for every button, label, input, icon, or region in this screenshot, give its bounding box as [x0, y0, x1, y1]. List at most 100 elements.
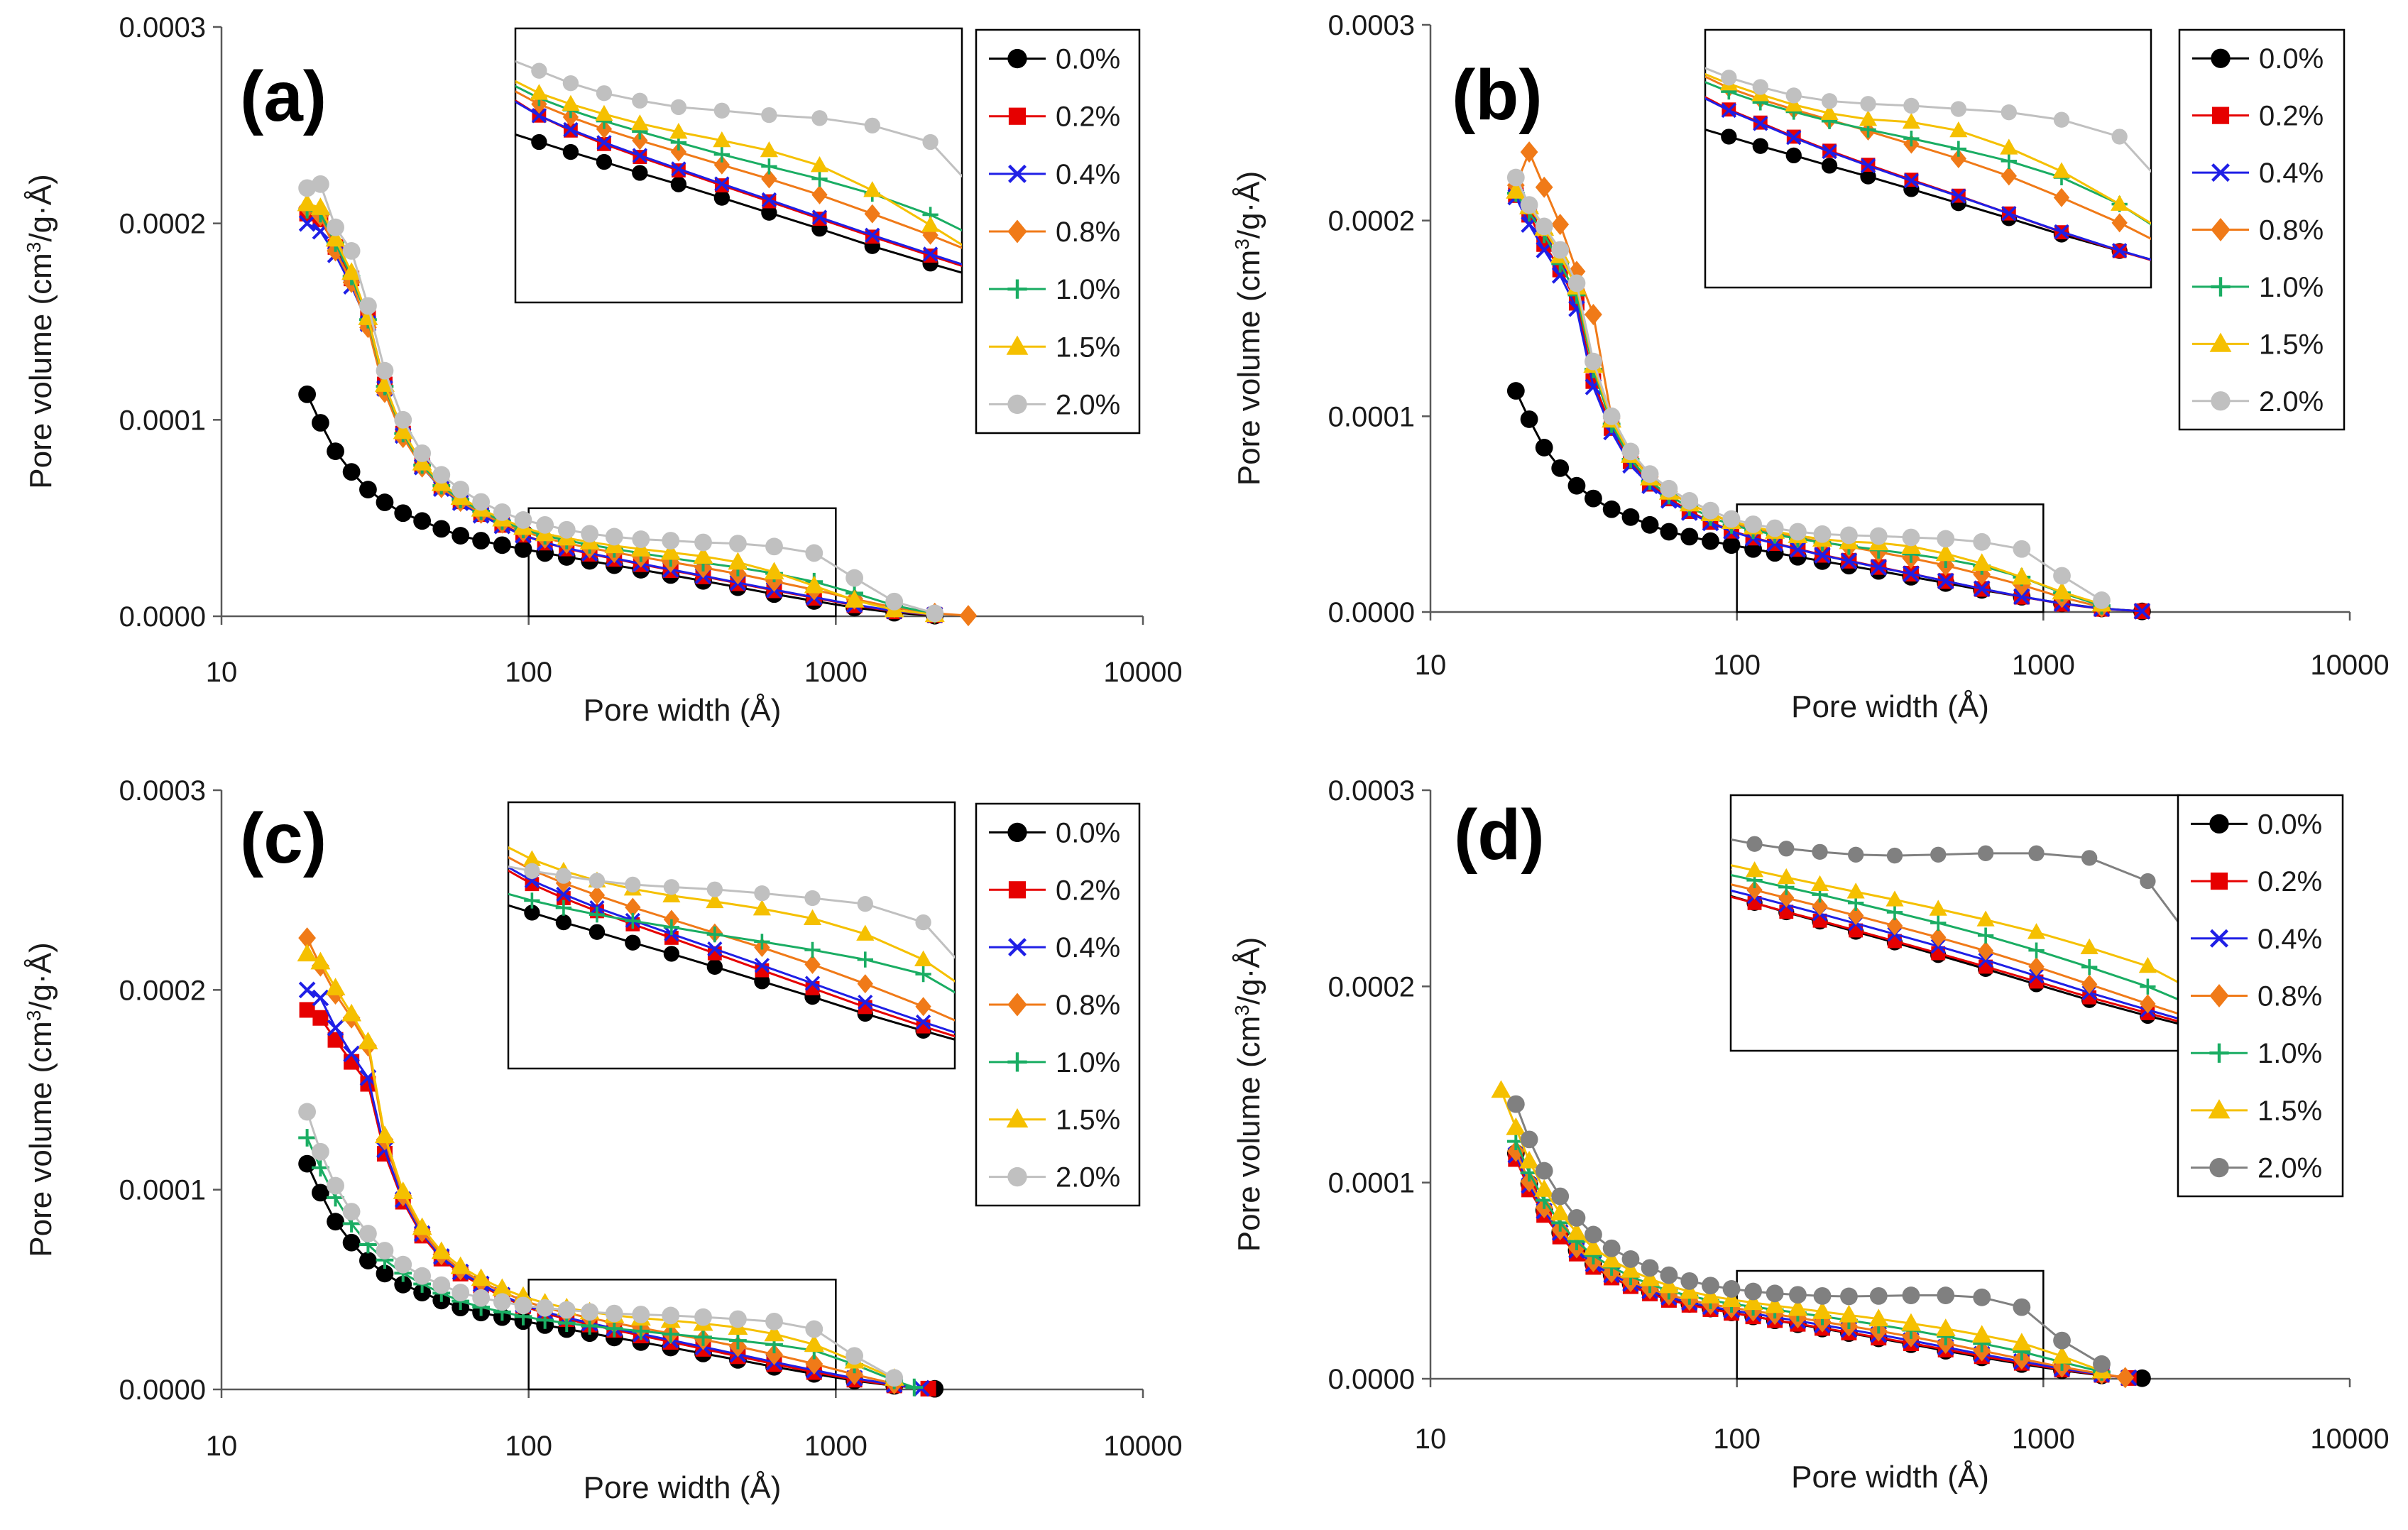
legend-item: 0.2%	[2192, 101, 2324, 132]
inset-data-point	[1976, 910, 1995, 927]
legend-item: 0.0%	[989, 44, 1120, 75]
inset-data-point	[811, 185, 828, 204]
inset-data-point	[525, 877, 540, 892]
data-point	[472, 1289, 491, 1307]
y-tick-label: 0.0003	[1328, 10, 1415, 41]
inset-data-point	[915, 1014, 931, 1030]
data-point	[764, 562, 784, 580]
inset-data-point	[1977, 927, 1994, 944]
inset-data-point	[1860, 168, 1876, 185]
inset-data-point	[1951, 188, 1966, 204]
legend-item: 0.4%	[989, 159, 1120, 190]
data-point	[729, 535, 747, 553]
chart-panel-d: 0.0000 0.0001 0.0002 0.0003 10 100 1000 10000 Po…	[1231, 775, 2390, 1495]
data-point	[1869, 527, 1888, 545]
inset-data-point	[804, 976, 821, 991]
inset-data-point	[670, 176, 687, 192]
inset-data-point	[1785, 147, 1802, 164]
data-point	[1551, 1187, 1570, 1206]
data-point	[1602, 500, 1621, 518]
inset-data-point	[1977, 941, 1994, 961]
data-point	[536, 1299, 554, 1317]
inset-data-point	[706, 926, 723, 943]
legend-item: 1.5%	[2192, 329, 2324, 360]
panel-label: (a)	[240, 57, 327, 136]
data-point	[2052, 1345, 2072, 1364]
inset-data-point	[922, 133, 938, 151]
data-point	[1583, 1237, 1604, 1255]
data-point	[660, 542, 681, 560]
data-point	[536, 515, 554, 534]
data-point	[1937, 1286, 1955, 1304]
inset-data-point	[1786, 130, 1802, 146]
zoom-region-box	[527, 507, 837, 618]
data-point	[2052, 581, 2072, 600]
inset-series-line-0.4%	[515, 100, 962, 266]
inset-data-point	[1705, 72, 1706, 73]
legend: 0.0% 0.2% 0.4% 0.8% 1.0% 1.5% 2.0%	[2177, 794, 2344, 1198]
chart-panel-a: 0.0000 0.0001 0.0002 0.0003 10 100 1000 10000 Po…	[23, 12, 1183, 728]
data-point	[1567, 476, 1586, 495]
data-point	[298, 927, 317, 949]
data-point	[342, 1203, 361, 1221]
legend-marker	[1007, 219, 1027, 244]
data-point	[1789, 540, 1807, 558]
inset-data-point	[713, 155, 730, 175]
inset-data-point	[2140, 994, 2156, 1014]
data-point	[845, 1347, 863, 1365]
legend-item: 0.8%	[2192, 215, 2324, 246]
data-point	[394, 1255, 412, 1274]
inset-data-point	[1930, 927, 1947, 947]
legend-label: 0.0%	[1056, 44, 1120, 75]
inset-data-point	[2138, 956, 2157, 973]
inset-series-line-0.4%	[1705, 97, 2151, 261]
data-point	[804, 1334, 824, 1353]
data-point	[1788, 1298, 1808, 1316]
data-point	[1567, 1209, 1586, 1227]
panel-label: (c)	[240, 799, 327, 878]
inset-data-point	[1950, 149, 1966, 168]
data-point	[327, 218, 344, 236]
inset-data-point	[1705, 64, 1706, 66]
data-point	[905, 1378, 924, 1397]
inset-data-point	[1822, 143, 1837, 160]
data-point	[1585, 303, 1602, 325]
data-point	[2053, 567, 2071, 585]
legend-marker	[1007, 993, 1027, 1017]
data-point	[959, 605, 978, 627]
data-point	[394, 410, 412, 429]
legend-marker	[1008, 881, 1027, 899]
data-point	[493, 1293, 511, 1311]
data-point	[1520, 410, 1538, 428]
legend-item: 0.8%	[989, 990, 1120, 1021]
x-tick-label: 100	[505, 657, 552, 688]
data-point	[325, 978, 346, 995]
data-point	[393, 421, 413, 439]
data-point	[1620, 1259, 1641, 1278]
data-point	[885, 1369, 904, 1387]
data-point	[1641, 465, 1659, 483]
inset-data-point	[1949, 121, 1968, 138]
data-point	[694, 1328, 712, 1346]
inset-series-line-1.5%	[515, 80, 962, 246]
inset-data-point	[2054, 224, 2069, 240]
inset-data-point	[1886, 890, 1904, 907]
data-point	[1722, 1289, 1742, 1308]
inset-data-point	[1930, 914, 1947, 931]
inset-data-point	[864, 117, 880, 134]
data-point	[2013, 588, 2030, 606]
inset-data-point	[706, 892, 724, 909]
inset-data-point	[2080, 938, 2098, 955]
y-axis-title-main: Pore volume (cm	[1232, 250, 1266, 486]
inset-data-point	[1886, 847, 1903, 864]
data-point	[413, 444, 432, 462]
data-point	[1766, 519, 1784, 537]
legend-label: 0.2%	[1056, 875, 1120, 906]
inset-data-point	[671, 161, 686, 177]
data-point	[662, 532, 680, 550]
data-point	[413, 1267, 432, 1285]
inset-data-point	[632, 148, 647, 163]
x-tick-label: 10	[1415, 650, 1447, 681]
inset-data-point	[1746, 880, 1763, 900]
legend-marker	[2210, 929, 2228, 948]
